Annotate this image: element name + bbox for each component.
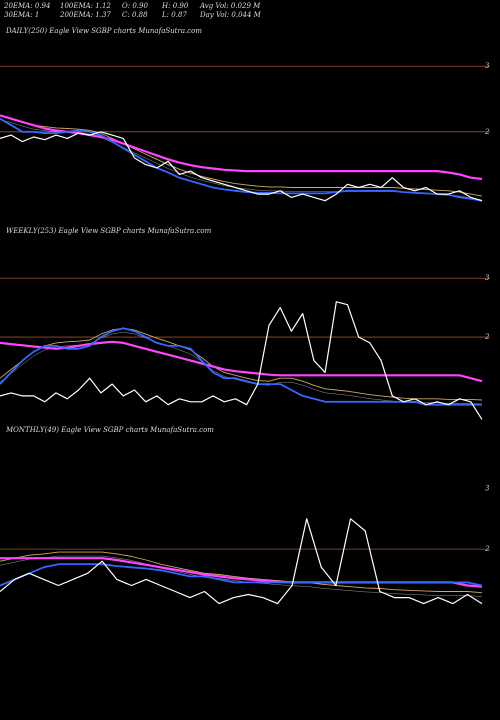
monthly-ema-mid-line bbox=[0, 551, 483, 594]
daily-ema-long-line bbox=[0, 114, 483, 181]
open-value: O: 0.90 bbox=[122, 2, 148, 10]
weekly-price-line bbox=[0, 301, 483, 420]
monthly-ytick-label: 2 bbox=[484, 545, 490, 553]
weekly-ema-long-line bbox=[0, 340, 483, 383]
chart-header: 20EMA: 0.94 100EMA: 1.12 O: 0.90 H: 0.90… bbox=[0, 0, 500, 24]
weekly-panel-label: WEEKLY(253) Eagle View SGBP charts Munaf… bbox=[6, 227, 212, 235]
weekly-ytick-label: 2 bbox=[484, 333, 490, 341]
close-value: C: 0.88 bbox=[122, 11, 148, 19]
ema100-value: 100EMA: 1.12 bbox=[60, 2, 111, 10]
day-vol-value: Day Vol: 0.044 M bbox=[200, 11, 261, 19]
ema200-value: 200EMA: 1.37 bbox=[60, 11, 111, 19]
ema30-value: 30EMA: 1 bbox=[4, 11, 40, 19]
weekly-ytick-label: 3 bbox=[485, 274, 490, 282]
monthly-ema-short-line bbox=[0, 563, 483, 587]
daily-ema-mid-line bbox=[0, 114, 483, 197]
daily-ema-short-line bbox=[0, 117, 483, 202]
monthly-ytick-label: 3 bbox=[485, 484, 490, 492]
weekly-ema_mid-band-line bbox=[0, 331, 483, 405]
monthly-panel-label: MONTHLY(49) Eagle View SGBP charts Munaf… bbox=[6, 426, 214, 434]
monthly-ema_mid-band-line bbox=[0, 555, 483, 597]
monthly-price-line bbox=[0, 518, 483, 605]
avg-vol-value: Avg Vol: 0.029 M bbox=[200, 2, 261, 10]
ema20-value: 20EMA: 0.94 bbox=[4, 2, 51, 10]
daily-price-line bbox=[0, 131, 483, 202]
daily-ytick-label: 3 bbox=[485, 62, 490, 70]
weekly-ema-short-line bbox=[0, 327, 482, 406]
daily-panel-label: DAILY(250) Eagle View SGBP charts Munafa… bbox=[6, 27, 203, 35]
daily-ytick-label: 2 bbox=[484, 128, 490, 136]
high-value: H: 0.90 bbox=[162, 2, 189, 10]
low-value: L: 0.87 bbox=[162, 11, 187, 19]
weekly-ema-mid-line bbox=[0, 327, 483, 401]
